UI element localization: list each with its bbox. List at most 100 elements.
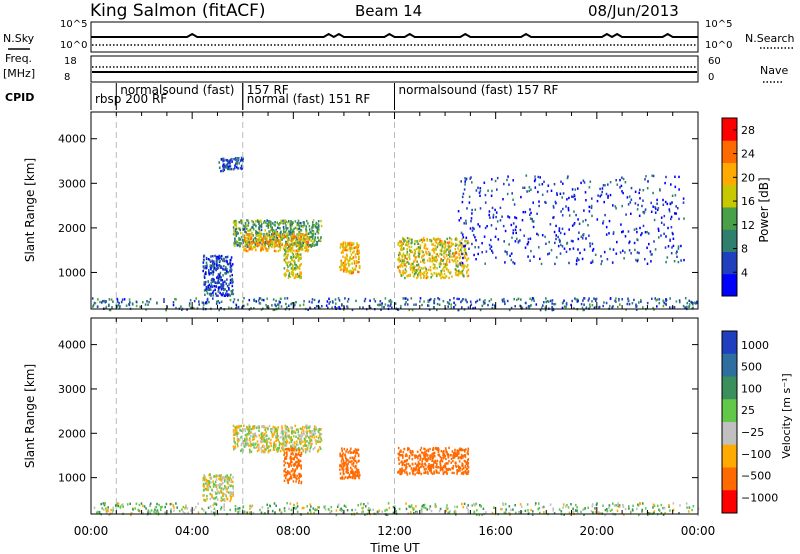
echo-cell [314,446,316,449]
echo-cell [469,227,472,230]
echo-cell [299,276,302,280]
echo-cell [367,502,369,505]
echo-cell [456,452,459,455]
echo-cell [451,275,453,278]
echo-cell [465,222,467,225]
echo-cell [306,440,308,443]
echo-cell [218,256,221,260]
echo-cell [566,176,569,180]
echo-cell [245,443,247,446]
echo-cell [606,510,609,513]
echo-cell [230,307,233,310]
echo-cell [163,298,165,301]
echo-cell [436,308,438,312]
echo-cell [628,241,630,245]
echo-cell [467,274,470,277]
echo-cell [463,448,465,452]
echo-cell [404,268,407,271]
echo-cell [494,179,497,183]
echo-cell [218,301,221,305]
echo-cell [583,209,585,212]
echo-cell [433,461,435,464]
echo-cell [285,243,287,247]
echo-cell [625,213,627,216]
echo-cell [288,441,291,444]
echo-cell [268,424,271,428]
echo-cell [181,508,183,511]
echo-cell [277,303,280,306]
echo-cell [424,244,427,247]
echo-cell [216,276,218,279]
echo-cell [291,426,293,430]
echo-cell [667,226,669,230]
echo-cell [562,182,564,185]
echo-cell [418,272,420,275]
echo-cell [248,248,251,251]
echo-cell [247,237,250,241]
echo-cell [440,458,443,462]
echo-cell [265,448,267,451]
echo-cell [295,461,297,464]
echo-cell [423,471,425,475]
echo-cell [402,269,404,272]
echo-cell [642,189,645,192]
echo-cell [257,234,259,237]
echo-cell [650,253,652,256]
echo-cell [340,507,342,510]
echo-cell [92,305,94,308]
velocity-colorbar-swatch [722,376,737,400]
echo-cell [269,441,271,444]
echo-cell [246,241,248,244]
echo-cell [285,444,288,447]
freq-label-1: Freq. [5,52,32,65]
echo-cell [429,457,431,461]
echo-cell [304,441,306,444]
echo-cell [304,233,307,237]
echo-cell [615,207,617,210]
echo-cell [298,464,300,468]
echo-cell [438,509,441,513]
echo-cell [435,260,438,263]
echo-cell [427,304,430,307]
echo-cell [384,297,387,300]
echo-cell [621,298,623,301]
echo-cell [460,453,463,457]
echo-cell [436,459,439,462]
echo-cell [281,435,283,439]
echo-cell [292,265,294,268]
echo-cell [570,239,573,243]
echo-cell [164,511,166,514]
echo-cell [231,281,233,284]
echo-cell [464,243,467,246]
echo-cell [283,247,285,251]
echo-cell [242,442,245,445]
echo-cell [217,286,220,289]
echo-cell [223,163,225,166]
echo-cell [411,471,414,474]
echo-cell [357,468,359,472]
echo-cell [588,205,591,209]
echo-cell [475,239,477,242]
echo-cell [300,441,302,444]
echo-cell [514,240,517,243]
echo-cell [410,297,413,300]
echo-cell [279,301,281,304]
echo-cell [436,462,438,465]
echo-cell [355,256,357,259]
echo-cell [454,509,456,512]
echo-cell [208,273,211,276]
echo-cell [295,243,298,246]
echo-cell [294,446,297,449]
echo-cell [218,264,221,267]
echo-cell [429,260,431,263]
echo-cell [557,235,559,239]
echo-cell [243,304,245,308]
echo-cell [269,220,271,223]
echo-cell [653,218,656,222]
echo-cell [202,261,205,264]
echo-cell [276,437,278,441]
echo-cell [266,440,269,443]
echo-cell [456,273,459,277]
echo-cell [243,424,245,427]
echo-cell [296,238,298,241]
